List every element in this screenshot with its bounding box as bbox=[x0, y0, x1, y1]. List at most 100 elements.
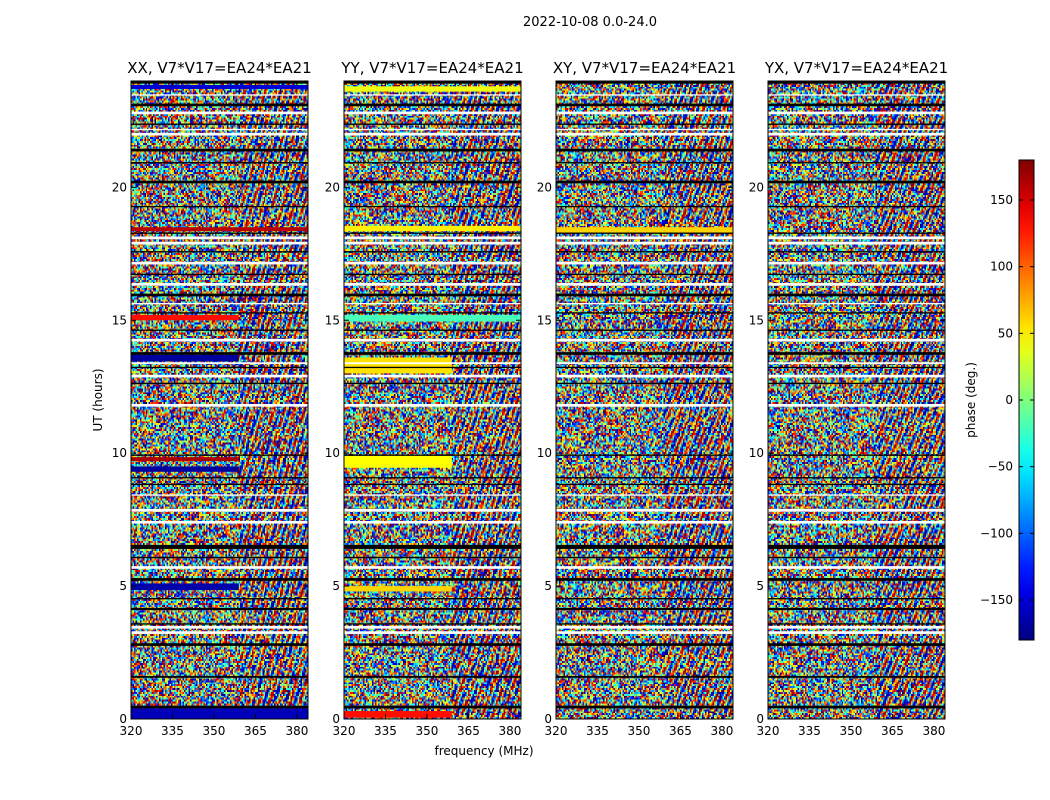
flag-gap bbox=[344, 675, 521, 678]
x-tick-label: 320 bbox=[545, 724, 568, 738]
flag-gap bbox=[768, 123, 945, 125]
flag-gap bbox=[768, 251, 945, 253]
flag-gap bbox=[556, 293, 733, 297]
flag-gap bbox=[131, 494, 308, 496]
phase-band bbox=[131, 354, 239, 362]
panel-3: XY, V7*V17=EA24*EA21 320 335 350 365 380 0 5 10 1… bbox=[537, 59, 736, 738]
flag-gap bbox=[344, 94, 521, 96]
flag-gap bbox=[344, 454, 521, 456]
x-tick-label: 365 bbox=[244, 724, 267, 738]
panel-phase-noise bbox=[131, 81, 308, 719]
colorbar-tick-label: 100 bbox=[990, 260, 1013, 274]
phase-band bbox=[344, 455, 452, 468]
flag-gap bbox=[131, 643, 308, 646]
flag-gap bbox=[768, 180, 945, 184]
flag-gap bbox=[131, 338, 308, 342]
flag-gap bbox=[768, 520, 945, 524]
flag-gap bbox=[344, 598, 521, 600]
flag-gap bbox=[768, 578, 945, 581]
flag-gap bbox=[556, 338, 733, 342]
flag-gap bbox=[344, 631, 521, 634]
x-tick-label: 335 bbox=[586, 724, 609, 738]
flag-gap bbox=[344, 607, 521, 611]
flag-gap bbox=[131, 477, 308, 479]
x-tick-label: 320 bbox=[757, 724, 780, 738]
flag-gap bbox=[556, 544, 733, 549]
phase-band bbox=[344, 225, 521, 232]
panel-phase-noise bbox=[556, 81, 733, 719]
panel-title: YY, V7*V17=EA24*EA21 bbox=[340, 59, 523, 77]
x-tick-label: 320 bbox=[333, 724, 356, 738]
flag-gap bbox=[344, 312, 521, 314]
phase-band bbox=[344, 314, 521, 322]
flag-gap bbox=[131, 251, 308, 253]
flag-gap bbox=[768, 366, 945, 369]
flag-gap bbox=[768, 598, 945, 600]
flag-gap bbox=[768, 705, 945, 709]
flag-gap bbox=[768, 625, 945, 629]
flag-gap bbox=[131, 382, 308, 385]
flag-gap bbox=[768, 232, 945, 234]
x-tick-label: 380 bbox=[498, 724, 521, 738]
flag-gap bbox=[556, 241, 733, 245]
flag-gap bbox=[344, 111, 521, 115]
flag-gap bbox=[131, 123, 308, 125]
panel-title: XY, V7*V17=EA24*EA21 bbox=[553, 59, 736, 77]
flag-gap bbox=[131, 261, 308, 265]
flag-gap bbox=[768, 477, 945, 479]
flag-gap bbox=[768, 382, 945, 385]
flag-gap bbox=[556, 578, 733, 581]
flag-gap bbox=[344, 236, 521, 240]
flag-gap bbox=[768, 362, 945, 365]
flag-gap bbox=[344, 329, 521, 331]
flag-gap bbox=[768, 566, 945, 569]
phase-band bbox=[344, 357, 452, 374]
flag-gap bbox=[344, 338, 521, 342]
flag-gap bbox=[131, 312, 308, 314]
panel-frame bbox=[555, 80, 734, 720]
flag-gap bbox=[768, 111, 945, 115]
flag-gap bbox=[344, 366, 521, 369]
flag-gap bbox=[344, 403, 521, 407]
y-tick-label: 5 bbox=[544, 579, 552, 593]
phase-band bbox=[131, 227, 308, 232]
x-tick-label: 335 bbox=[798, 724, 821, 738]
panel-frame bbox=[343, 80, 522, 720]
flag-gap bbox=[344, 578, 521, 581]
x-tick-label: 335 bbox=[161, 724, 184, 738]
y-tick-label: 0 bbox=[332, 712, 340, 726]
x-tick-label: 365 bbox=[669, 724, 692, 738]
flag-gap bbox=[768, 312, 945, 314]
x-tick-label: 335 bbox=[374, 724, 397, 738]
flag-gap bbox=[344, 374, 521, 378]
flag-gap bbox=[556, 675, 733, 678]
flag-gap bbox=[131, 578, 308, 581]
flag-gap bbox=[556, 128, 733, 131]
flag-gap bbox=[344, 103, 521, 107]
x-tick-label: 350 bbox=[840, 724, 863, 738]
flag-gap bbox=[344, 180, 521, 184]
flag-gap bbox=[344, 705, 521, 709]
flag-gap bbox=[556, 312, 733, 314]
panel-phase-noise bbox=[344, 81, 521, 719]
flag-gap bbox=[344, 483, 521, 486]
flag-gap bbox=[768, 128, 945, 131]
flag-gap bbox=[556, 251, 733, 253]
flag-gap bbox=[131, 205, 308, 208]
flag-gap bbox=[768, 132, 945, 136]
colorbar-label: phase (deg.) bbox=[964, 362, 978, 438]
phase-band bbox=[344, 586, 452, 592]
flag-gap bbox=[556, 148, 733, 152]
x-tick-label: 380 bbox=[710, 724, 733, 738]
panel-title: YX, V7*V17=EA24*EA21 bbox=[764, 59, 948, 77]
flag-gap bbox=[556, 283, 733, 286]
flag-gap bbox=[768, 508, 945, 512]
flag-gap bbox=[131, 508, 308, 512]
flag-gap bbox=[344, 556, 521, 559]
flag-gap bbox=[344, 205, 521, 208]
flag-gap bbox=[344, 148, 521, 152]
panel-frame bbox=[767, 80, 946, 720]
flag-gap bbox=[556, 162, 733, 164]
flag-gap bbox=[131, 598, 308, 600]
flag-gap bbox=[768, 556, 945, 559]
